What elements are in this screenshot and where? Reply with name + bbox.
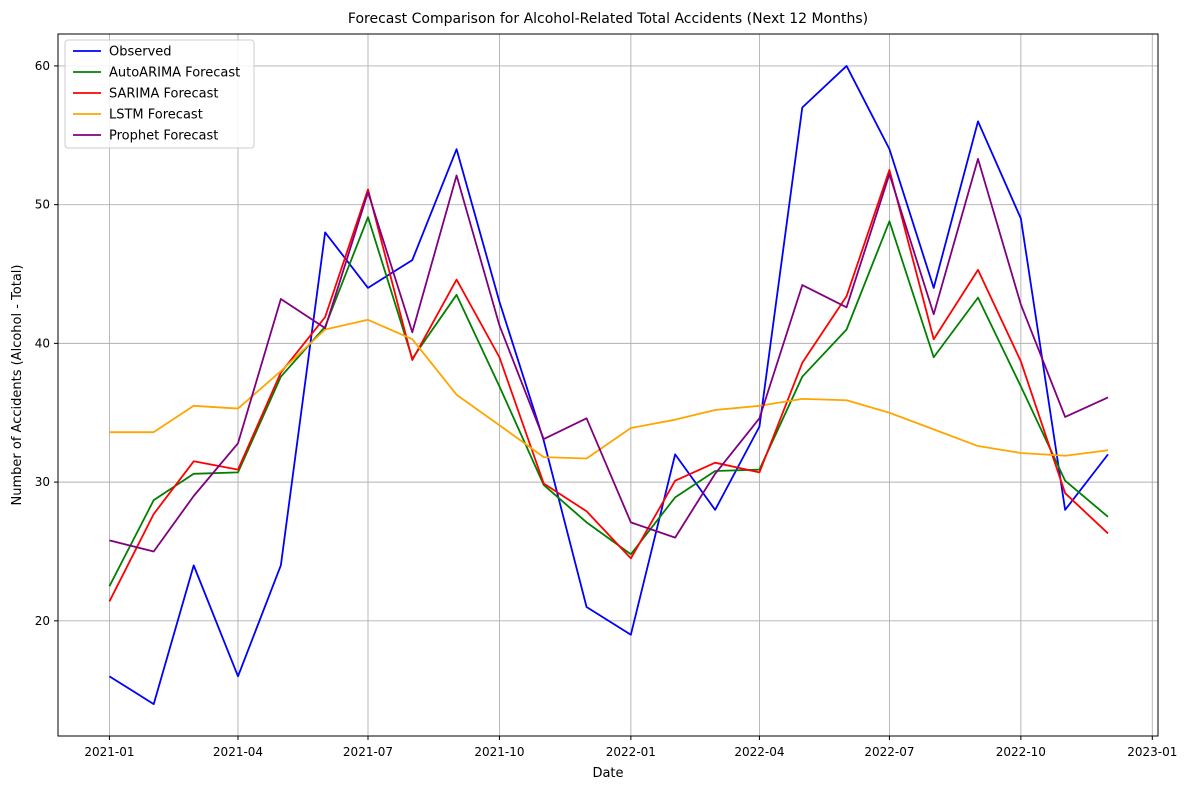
legend-label: LSTM Forecast [109, 108, 203, 123]
plot-area-frame [57, 33, 1159, 737]
y-tick-label: 30 [35, 475, 50, 489]
legend-box [64, 39, 255, 149]
x-axis-label: Date [592, 766, 623, 781]
legend-label: Prophet Forecast [109, 129, 218, 144]
x-tick-label: 2023-01 [1127, 745, 1177, 759]
series-line-observed [108, 65, 1109, 705]
x-tick-label: 2022-10 [996, 745, 1046, 759]
series-line-lstm-forecast [109, 318, 1109, 460]
series-line-prophet-forecast [109, 157, 1109, 553]
y-tick-label: 20 [35, 614, 50, 628]
chart-title: Forecast Comparison for Alcohol-Related … [348, 11, 868, 27]
x-tick-label: 2021-10 [474, 745, 524, 759]
y-axis-label: Number of Accidents (Alcohol - Total) [10, 265, 25, 506]
legend-label: AutoARIMA Forecast [109, 66, 240, 81]
x-axis: 2021-01 2021-04 2021-07 2021-10 2022-01 2022-… [84, 736, 1177, 759]
legend-label: Observed [109, 45, 172, 60]
x-tick-label: 2022-04 [734, 745, 784, 759]
series-line-autoarima-forecast [108, 216, 1109, 587]
y-axis: 20 30 40 50 60 [35, 59, 58, 628]
series-line-sarima-forecast [108, 169, 1109, 602]
legend: Observed AutoARIMA Forecast SARIMA Forecas… [64, 39, 255, 149]
series-lines [108, 65, 1109, 705]
y-tick-label: 40 [35, 336, 50, 350]
y-tick-label: 50 [35, 198, 50, 212]
legend-label: SARIMA Forecast [109, 87, 219, 102]
x-tick-label: 2022-07 [864, 745, 914, 759]
x-tick-label: 2022-01 [606, 745, 656, 759]
x-tick-label: 2021-04 [213, 745, 263, 759]
x-tick-label: 2021-07 [343, 745, 393, 759]
y-tick-label: 60 [35, 59, 50, 73]
x-tick-label: 2021-01 [84, 745, 134, 759]
